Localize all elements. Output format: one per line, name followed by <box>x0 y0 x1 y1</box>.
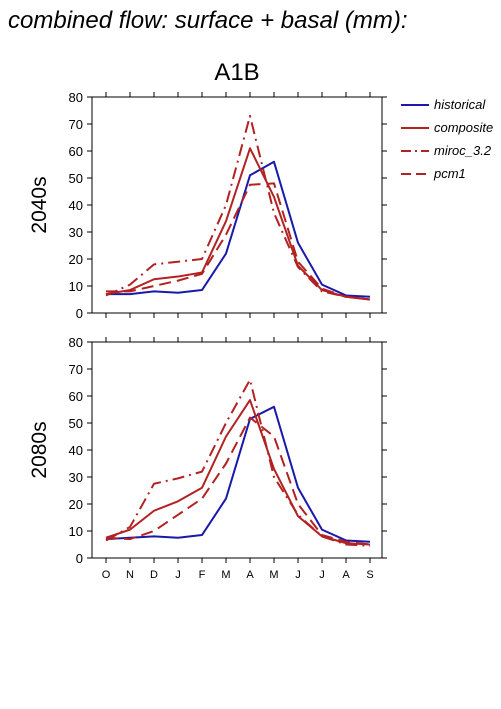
y-tick-label: 20 <box>69 497 83 512</box>
x-tick-label: A <box>246 569 254 581</box>
y-tick-label: 60 <box>69 144 83 159</box>
figure-title: combined flow: surface + basal (mm): <box>8 7 407 34</box>
y-tick-label: 60 <box>69 389 83 404</box>
x-tick-label: M <box>269 569 278 581</box>
panel-2080s: 0 10 20 30 40 50 60 70 80 O N D J F M A M J J A S 2080s <box>28 335 387 581</box>
x-tick-label: D <box>150 569 158 581</box>
y-tick-label: 0 <box>76 306 83 321</box>
y-tick-label: 40 <box>69 198 83 213</box>
x-tick-label: J <box>319 569 325 581</box>
x-tick-label: N <box>126 569 134 581</box>
y-tick-label: 70 <box>69 362 83 377</box>
x-tick-label: J <box>175 569 181 581</box>
y-tick-label: 70 <box>69 117 83 132</box>
legend-label: pcm1 <box>433 166 466 181</box>
x-tick-label: J <box>295 569 301 581</box>
y-tick-label: 30 <box>69 470 83 485</box>
y-tick-label: 40 <box>69 443 83 458</box>
x-tick-label: O <box>102 569 111 581</box>
series-line-miroc-3-2 <box>105 378 371 547</box>
y-tick-label: 80 <box>69 335 83 350</box>
x-tick-label: M <box>221 569 230 581</box>
scenario-title: A1B <box>214 59 259 86</box>
x-tick-label: A <box>342 569 350 581</box>
y-tick-label: 0 <box>76 551 83 566</box>
y-tick-label: 80 <box>69 90 83 105</box>
panels: 0 10 20 30 40 50 60 70 80 2040s 0 10 20 30 40 50 60 70 80 O… <box>28 90 387 581</box>
y-tick-label: 50 <box>69 416 83 431</box>
series-line-pcm1 <box>105 416 371 546</box>
y-axis-label: 2080s <box>28 421 51 478</box>
x-tick-label: S <box>366 569 373 581</box>
panel-2040s: 0 10 20 30 40 50 60 70 80 2040s <box>28 90 387 321</box>
legend-label: composite <box>434 120 493 135</box>
legend: historical composite miroc_3.2 pcm1 <box>401 97 493 181</box>
legend-label: miroc_3.2 <box>434 143 492 158</box>
series-line-composite <box>105 147 371 301</box>
series-line-historical <box>105 405 371 543</box>
y-tick-label: 30 <box>69 225 83 240</box>
series-line-pcm1 <box>106 182 371 301</box>
y-tick-label: 50 <box>69 171 83 186</box>
y-tick-label: 10 <box>69 524 83 539</box>
y-axis-label: 2040s <box>28 176 51 233</box>
series-line-miroc-3-2 <box>105 114 371 301</box>
x-tick-label: F <box>199 569 206 581</box>
legend-label: historical <box>434 97 486 112</box>
series-line-composite <box>105 399 371 546</box>
y-tick-label: 10 <box>69 279 83 294</box>
series-line-historical <box>106 160 371 298</box>
y-tick-label: 20 <box>69 252 83 267</box>
